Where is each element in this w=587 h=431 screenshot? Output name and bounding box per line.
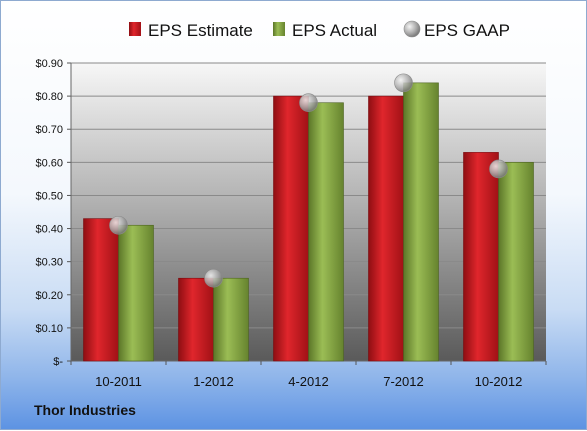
x-tick-label: 1-2012 (193, 374, 233, 389)
x-tick-label: 10-2012 (475, 374, 523, 389)
y-tick-label: $0.90 (35, 58, 63, 70)
bar-eps-estimate (273, 95, 309, 362)
y-tick-label: $0.20 (35, 290, 63, 302)
y-tick-label: $0.60 (35, 157, 63, 169)
legend-swatch (403, 20, 421, 38)
bar-eps-estimate (83, 218, 119, 362)
y-tick-label: $0.40 (35, 224, 63, 236)
company-name: Thor Industries (34, 402, 136, 418)
legend-label: EPS GAAP (424, 21, 510, 40)
y-tick-label: $0.30 (35, 257, 63, 269)
chart-legend: EPS Estimate EPS Actual EPS GAAP (129, 20, 510, 40)
legend-swatch (273, 22, 285, 36)
marker-eps-gaap (299, 93, 318, 113)
x-tick-label: 7-2012 (383, 374, 423, 389)
legend-swatch (129, 22, 141, 36)
bar-eps-actual (403, 82, 439, 362)
bar-eps-actual (498, 162, 534, 362)
y-tick-label: $0.80 (35, 91, 63, 103)
marker-eps-gaap (109, 215, 128, 235)
legend-eps-actual: EPS Actual (273, 21, 377, 40)
y-tick-label: $0.70 (35, 124, 63, 136)
plot-area: $- $0.10 $0.20 $0.30 $0.40 $0.50 $0.60 $0.70 $0.… (35, 58, 547, 389)
marker-eps-gaap (394, 73, 413, 93)
bar-eps-actual (118, 224, 154, 362)
y-tick-label: $- (53, 356, 63, 368)
marker-eps-gaap (489, 159, 508, 179)
bar-eps-estimate (178, 277, 214, 362)
x-tick-label: 10-2011 (95, 374, 142, 389)
legend-label: EPS Actual (292, 21, 377, 40)
legend-label: EPS Estimate (148, 21, 253, 40)
legend-eps-gaap: EPS GAAP (403, 20, 510, 40)
x-tick-label: 4-2012 (288, 374, 328, 389)
legend-eps-estimate: EPS Estimate (129, 21, 253, 40)
y-tick-label: $0.10 (35, 323, 63, 335)
bar-eps-actual (308, 102, 344, 362)
bar-eps-actual (213, 277, 249, 362)
y-tick-label: $0.50 (35, 190, 63, 202)
bar-eps-estimate (463, 152, 499, 362)
marker-eps-gaap (204, 268, 223, 288)
bar-eps-estimate (368, 95, 404, 362)
